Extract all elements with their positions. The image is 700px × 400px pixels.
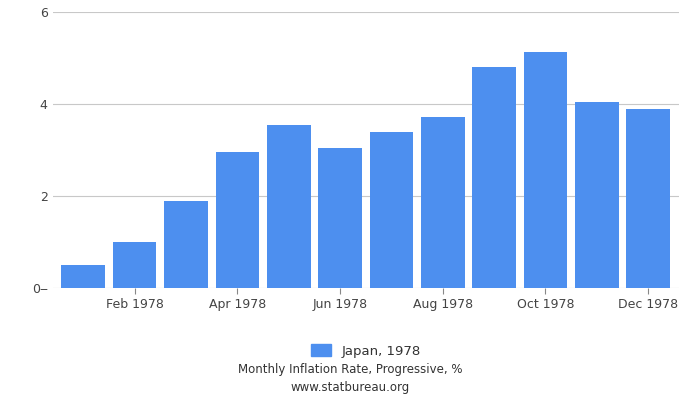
Bar — [575, 102, 619, 288]
Bar — [267, 125, 311, 288]
Bar — [113, 242, 157, 288]
Bar — [421, 117, 465, 288]
Bar — [524, 52, 567, 288]
Bar — [626, 108, 670, 288]
Text: www.statbureau.org: www.statbureau.org — [290, 382, 410, 394]
Bar — [216, 152, 259, 288]
Bar — [164, 201, 208, 288]
Text: Monthly Inflation Rate, Progressive, %: Monthly Inflation Rate, Progressive, % — [238, 364, 462, 376]
Bar — [318, 148, 362, 288]
Bar — [370, 132, 413, 288]
Bar — [473, 67, 516, 288]
Bar — [62, 265, 105, 288]
Legend: Japan, 1978: Japan, 1978 — [311, 344, 421, 358]
